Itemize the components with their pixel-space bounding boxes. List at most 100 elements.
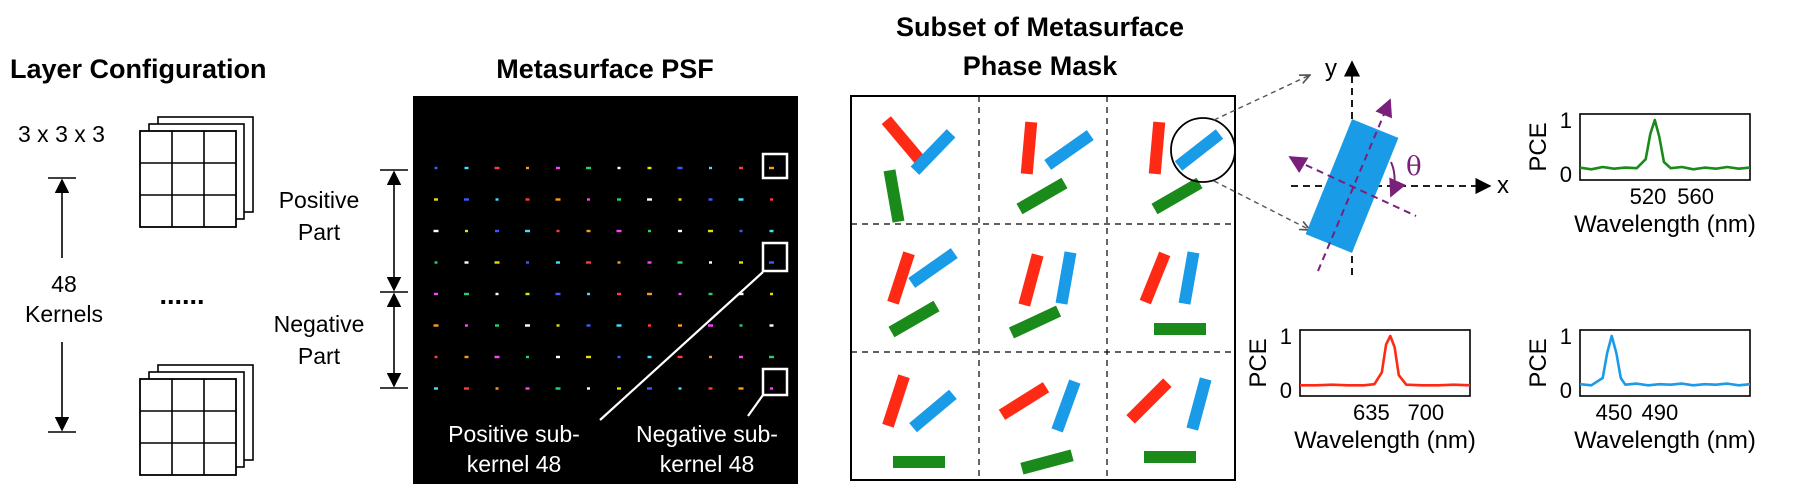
theta-label: θ <box>1406 152 1422 182</box>
negative-part-line1: Negative <box>274 311 365 337</box>
psf-dot <box>678 229 682 233</box>
psf-dot <box>709 355 712 359</box>
psf-dot <box>555 387 561 390</box>
psf-dot <box>556 324 560 327</box>
psf-dot <box>555 198 561 201</box>
psf-dot <box>495 292 499 296</box>
psf-panel: Metasurface PSF Positive sub- kernel 48 … <box>274 54 798 484</box>
y-axis-label: y <box>1325 55 1337 82</box>
psf-dot <box>708 324 713 327</box>
psf-dot <box>434 198 438 201</box>
psf-dot <box>586 166 591 170</box>
nanopillar <box>1020 121 1038 175</box>
kernel-word: Kernels <box>25 301 103 327</box>
phase-mask-grid-lines <box>851 96 1235 480</box>
x-tick-label: 560 <box>1677 184 1714 209</box>
nanopillar <box>1151 177 1203 215</box>
nanopillar <box>888 300 940 338</box>
psf-dot <box>616 324 622 327</box>
psf-dot <box>617 387 621 390</box>
psf-dot <box>616 229 622 233</box>
positive-part-line2: Part <box>298 219 341 245</box>
pce-chart-0: 1 0 520 560 PCE Wavelength (nm) <box>1525 108 1756 238</box>
y-axis-label: PCE <box>1525 122 1552 171</box>
psf-dot <box>738 198 744 201</box>
negative-part-line2: Part <box>298 343 341 369</box>
nanopillar <box>893 456 945 468</box>
kernel-stack-bottom <box>139 364 254 476</box>
phase-mask-title-line2: Phase Mask <box>963 51 1119 81</box>
y-tick-label: 1 <box>1280 324 1292 349</box>
psf-dot <box>526 355 529 359</box>
nanopillar <box>1178 251 1200 305</box>
psf-dot <box>739 229 743 233</box>
psf-dot <box>433 229 439 233</box>
kernel-stack-top <box>139 116 254 228</box>
x-tick-label: 450 <box>1596 400 1633 425</box>
psf-dot <box>434 292 438 296</box>
long-axis-line <box>1317 98 1393 272</box>
psf-dot <box>617 355 621 359</box>
layer-config-panel: Layer Configuration 3 x 3 x 3 48 <box>10 54 267 476</box>
rotation-panel: θ x y <box>1288 55 1509 275</box>
y-tick-label: 0 <box>1560 162 1572 187</box>
psf-dot <box>587 292 590 296</box>
psf-dot <box>708 229 713 233</box>
psf-dot <box>587 387 590 390</box>
zoom-circle <box>1170 117 1236 183</box>
psf-dot <box>678 292 682 296</box>
series-line <box>1579 118 1751 171</box>
psf-dot <box>738 292 744 296</box>
psf-dot <box>648 229 651 233</box>
psf-dot <box>769 324 774 327</box>
psf-highlight-middle <box>761 241 789 273</box>
series-line <box>1300 334 1471 387</box>
psf-dot <box>526 166 529 170</box>
psf-dot <box>434 387 438 390</box>
y-axis-label: PCE <box>1245 338 1272 387</box>
psf-image <box>413 96 798 484</box>
phase-mask-title-line1: Subset of Metasurface <box>896 12 1184 42</box>
kernel-count-arrow <box>48 177 76 433</box>
nanopillar <box>1044 130 1094 170</box>
psf-dot <box>647 292 652 296</box>
part-brackets <box>380 169 408 389</box>
psf-dot <box>464 261 469 264</box>
nanopillar <box>1174 129 1224 171</box>
y-tick-label: 1 <box>1560 324 1572 349</box>
psf-dot <box>739 324 743 327</box>
psf-dot <box>465 229 468 233</box>
psf-highlight-bottom <box>761 367 789 397</box>
psf-dot <box>464 355 469 359</box>
psf-dot <box>739 261 743 264</box>
nanopillar <box>910 129 956 175</box>
nanopillar <box>887 251 915 305</box>
psf-dot <box>556 261 560 264</box>
nanopillar <box>1186 377 1212 431</box>
psf-dot <box>677 261 683 264</box>
psf-dot <box>525 292 530 296</box>
nanopillar <box>1008 305 1062 339</box>
negative-sub-line2: kernel 48 <box>660 451 755 477</box>
psf-dot <box>525 229 530 233</box>
x-axis-label: Wavelength (nm) <box>1294 427 1476 454</box>
nanopillar <box>998 382 1050 420</box>
psf-dot <box>769 261 774 264</box>
psf-dot <box>708 198 713 201</box>
nanopillar <box>881 116 925 164</box>
psf-dot <box>525 387 530 390</box>
nanopillar <box>1018 253 1044 307</box>
nanopillar <box>1055 251 1077 305</box>
negative-sub-pointer <box>747 394 764 417</box>
angle-arc <box>1389 161 1406 198</box>
x-axis-label: Wavelength (nm) <box>1574 427 1756 454</box>
psf-dot <box>708 387 713 390</box>
x-axis-label: x <box>1497 172 1509 199</box>
psf-dot <box>708 292 713 296</box>
kernel-count: 48 <box>51 271 77 297</box>
x-axis-label: Wavelength (nm) <box>1574 211 1756 238</box>
psf-dot <box>495 387 499 390</box>
psf-dot <box>525 324 530 327</box>
nanopillar <box>1016 177 1068 215</box>
psf-dot <box>770 387 773 390</box>
